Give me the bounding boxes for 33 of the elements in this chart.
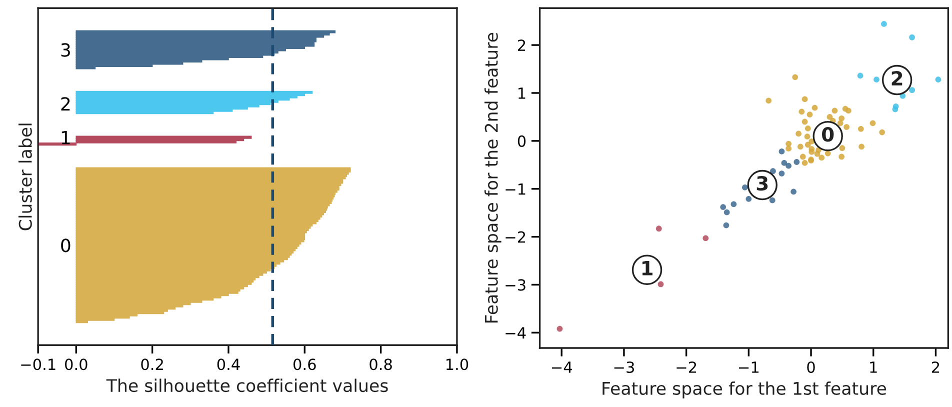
annotation: 0 [822, 127, 834, 142]
y-tick-label: 3 [61, 43, 70, 57]
annotation: 1 [642, 261, 652, 276]
y-axis-title: Cluster label [18, 124, 32, 230]
annotation: 2 [892, 70, 902, 86]
y-tick-label: 2 [518, 40, 526, 51]
x-tick-label: −4 [552, 362, 572, 373]
y-tick-label: 1 [62, 131, 70, 144]
annotation: 3 [756, 176, 768, 191]
y-tick-label: −4 [506, 327, 526, 338]
y-tick-label: 1 [518, 88, 526, 99]
x-tick-label: 0 [807, 361, 815, 374]
x-tick-label: −3 [614, 361, 634, 374]
x-tick-label: 0.8 [370, 358, 392, 370]
x-tick-label: 1.0 [446, 358, 468, 370]
y-axis-title: Feature space for the 2nd feature [484, 32, 502, 322]
x-tick-label: 0.2 [141, 358, 163, 370]
x-tick-label: 0.6 [294, 358, 316, 370]
x-tick-label: 0.4 [217, 358, 240, 370]
x-tick-label: −0.1 [21, 358, 56, 370]
y-tick-label: 0 [61, 238, 70, 252]
y-tick-label: −2 [506, 231, 526, 243]
x-tick-label: 1 [870, 362, 877, 373]
y-tick-label: −1 [506, 184, 526, 195]
x-tick-label: 0.0 [65, 358, 88, 370]
y-tick-label: 2 [61, 97, 70, 110]
x-tick-label: −2 [676, 361, 696, 373]
y-tick-label: −3 [506, 279, 526, 291]
x-axis-title: The silhouette coefficient values [106, 378, 388, 392]
x-tick-label: −1 [739, 362, 759, 373]
x-axis-title: Feature space for the 1st feature [602, 382, 886, 398]
y-tick-label: 0 [518, 135, 526, 147]
x-tick-label: 2 [932, 361, 940, 373]
